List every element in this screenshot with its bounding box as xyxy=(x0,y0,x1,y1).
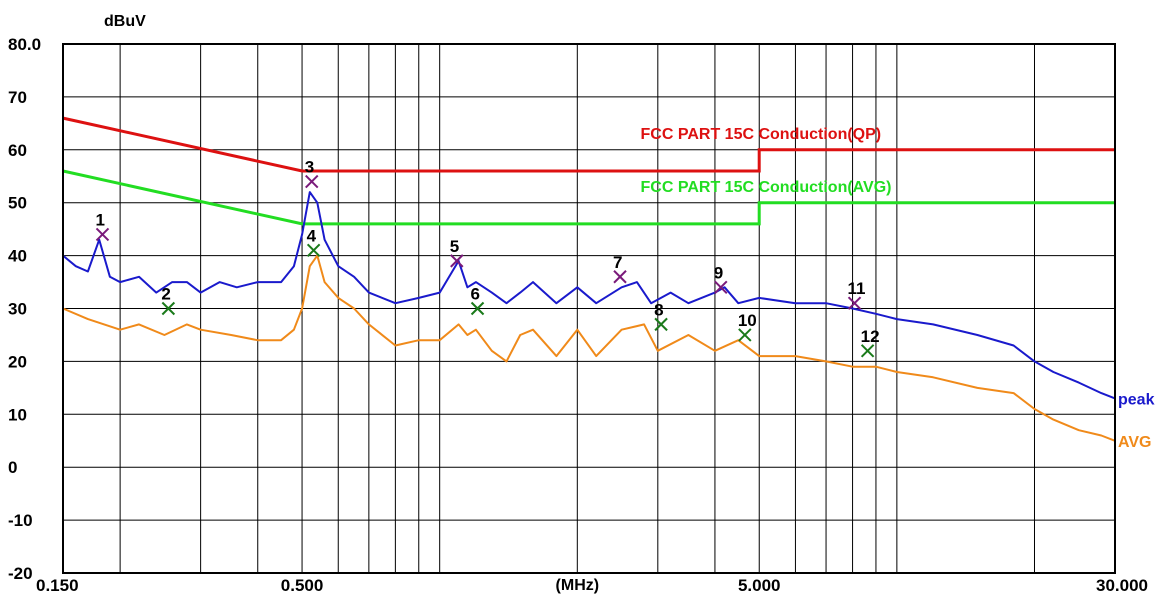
data-series xyxy=(62,191,1116,442)
marker-label-10: 10 xyxy=(738,311,757,330)
y-axis-unit: dBuV xyxy=(104,13,146,30)
marker-9: 9 xyxy=(714,263,728,295)
marker-label-1: 1 xyxy=(95,210,104,229)
marker-9-symbol-b xyxy=(714,280,728,295)
marker-1: 1 xyxy=(95,210,110,242)
marker-1-symbol-b xyxy=(95,227,110,242)
marker-4: 4 xyxy=(306,226,321,258)
y-tick-label-7: 10 xyxy=(8,405,27,424)
plot-frame xyxy=(62,43,1116,574)
marker-label-11: 11 xyxy=(848,279,866,298)
y-tick-label-2: 60 xyxy=(8,141,27,160)
marker-11: 11 xyxy=(847,279,866,310)
marker-7-symbol-b xyxy=(613,270,627,284)
x-tick-label-2: 5.000 xyxy=(738,576,781,595)
marker-label-4: 4 xyxy=(307,226,317,245)
y-tick-label-5: 30 xyxy=(8,300,27,319)
y-tick-label-1: 70 xyxy=(8,88,27,107)
y-tick-label-4: 40 xyxy=(8,247,27,266)
avg-trace-label: AVG xyxy=(1118,434,1151,451)
labels: dBuV 80.0 70 60 50 40 30 20 10 0 -10 -200.150 0.500… xyxy=(8,13,1155,595)
axes xyxy=(62,43,1116,574)
y-tick-label-3: 50 xyxy=(8,194,27,213)
y-tick-label-10: -20 xyxy=(8,564,33,583)
marker-label-9: 9 xyxy=(714,263,723,282)
marker-label-3: 3 xyxy=(305,158,314,177)
limit-lines xyxy=(62,116,1115,226)
avg-limit-label: FCC PART 15C Conduction(AVG) xyxy=(641,179,892,196)
qp-limit-label: FCC PART 15C Conduction(QP) xyxy=(641,126,882,143)
x-tick-label-3: 30.000 xyxy=(1096,576,1148,595)
marker-2-symbol-b xyxy=(161,301,176,316)
marker-6-symbol-b xyxy=(470,301,485,316)
marker-5-symbol-b xyxy=(450,254,464,268)
marker-label-6: 6 xyxy=(471,285,480,304)
marker-6: 6 xyxy=(470,285,485,316)
marker-8: 8 xyxy=(654,300,668,332)
x-tick-label-0: 0.150 xyxy=(36,576,79,595)
marker-label-7: 7 xyxy=(613,253,622,272)
marker-3-symbol-b xyxy=(305,174,319,189)
grid xyxy=(63,43,1115,574)
marker-3: 3 xyxy=(305,158,319,189)
qp-limit-line xyxy=(62,116,1115,173)
marker-7: 7 xyxy=(613,253,627,284)
peak-trace xyxy=(62,191,1116,400)
marker-10-symbol-b xyxy=(738,328,752,342)
marker-label-5: 5 xyxy=(450,237,459,256)
y-tick-label-6: 20 xyxy=(8,352,27,371)
marker-2: 2 xyxy=(161,285,176,316)
avg-trace xyxy=(62,254,1116,442)
marker-5: 5 xyxy=(450,237,464,268)
marker-12-symbol-b xyxy=(860,344,875,358)
y-tick-label-0: 80.0 xyxy=(8,35,41,54)
y-tick-label-9: -10 xyxy=(8,511,33,530)
marker-4-symbol-b xyxy=(306,243,321,258)
marker-label-2: 2 xyxy=(161,285,170,304)
marker-11-symbol-b xyxy=(847,296,862,310)
marker-label-12: 12 xyxy=(861,327,880,346)
avg-limit-line xyxy=(62,169,1115,226)
marker-12: 12 xyxy=(860,327,880,358)
x-tick-label-1: 0.500 xyxy=(281,576,324,595)
marker-8-symbol-b xyxy=(654,317,668,332)
y-tick-label-8: 0 xyxy=(8,458,17,477)
marker-10: 10 xyxy=(738,311,757,342)
marker-label-8: 8 xyxy=(654,300,663,319)
peak-trace-label: peak xyxy=(1118,391,1155,408)
x-axis-unit: (MHz) xyxy=(556,577,600,594)
